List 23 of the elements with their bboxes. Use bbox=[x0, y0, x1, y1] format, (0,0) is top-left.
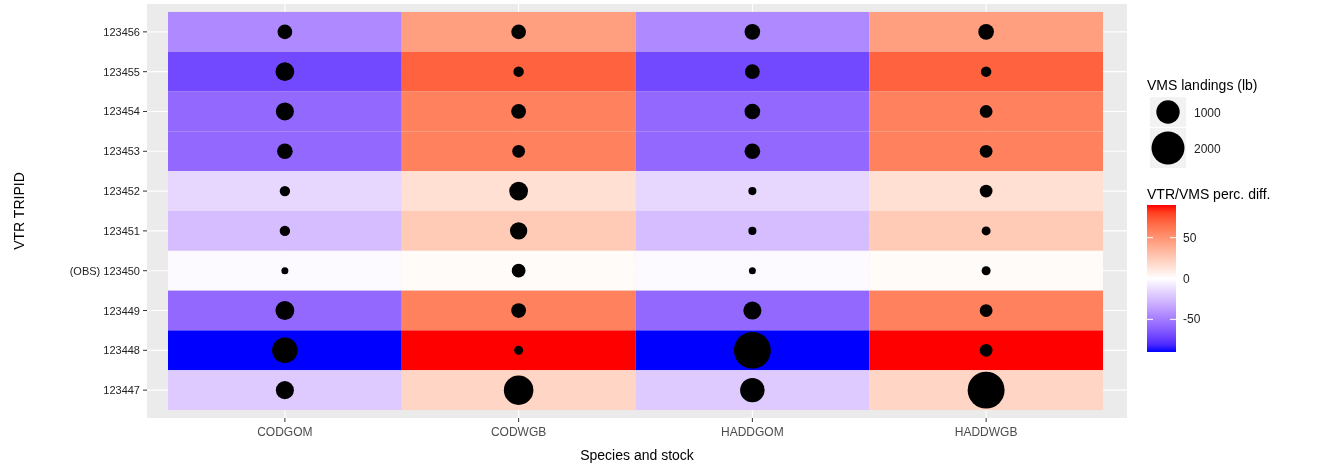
color-bar-label: 50 bbox=[1183, 230, 1197, 245]
x-tick-label: HADDWGB bbox=[954, 425, 1018, 439]
y-tick-label: 123452 bbox=[103, 185, 140, 198]
y-tick-label: 123455 bbox=[103, 65, 140, 78]
y-tick-label: 123453 bbox=[103, 145, 140, 158]
y-tick-label: 123454 bbox=[103, 105, 140, 118]
y-tick-label: (OBS) 123450 bbox=[69, 264, 140, 277]
y-axis-title: VTR TRIPID bbox=[11, 172, 27, 250]
legend-label: 2000 bbox=[1194, 142, 1222, 156]
y-tick-label: 123451 bbox=[103, 224, 140, 237]
y-tick-label: 123449 bbox=[103, 304, 140, 317]
color-bar-label: 0 bbox=[1183, 271, 1190, 286]
x-tick-label: CODWGB bbox=[490, 425, 547, 439]
y-tick-label: 123447 bbox=[103, 384, 140, 397]
x-tick-label: HADDGOM bbox=[721, 425, 784, 439]
y-tick-label: 123456 bbox=[103, 25, 140, 38]
color-bar-title: VTR/VMS perc. diff. bbox=[1147, 186, 1271, 202]
y-tick-label: 123448 bbox=[103, 344, 140, 357]
legend-title: VMS landings (lb) bbox=[1147, 77, 1258, 93]
x-tick-label: CODGOM bbox=[257, 425, 313, 439]
legend-label: 1000 bbox=[1194, 106, 1222, 120]
x-axis-title: Species and stock bbox=[580, 447, 695, 463]
color-bar-label: -50 bbox=[1183, 312, 1201, 327]
